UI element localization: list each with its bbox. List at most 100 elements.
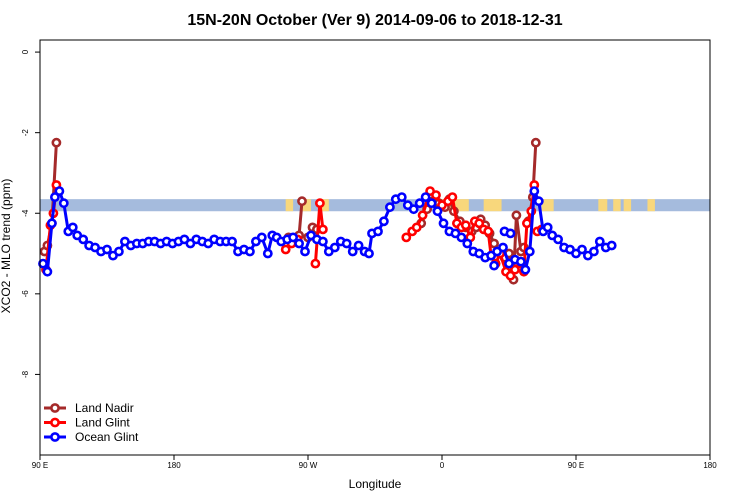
data-point [505,270,516,281]
data-point [317,224,328,235]
land-segment [598,199,608,212]
data-point [314,198,325,209]
data-point [411,222,422,233]
data-point [384,202,395,213]
data-point [294,238,304,249]
data-point [341,238,352,249]
land-segment [300,199,311,212]
x-tick-label: 90 W [299,461,318,470]
data-point [378,216,389,227]
data-point [51,137,62,148]
y-tick-label: -8 [21,370,30,378]
land-segment [623,199,632,212]
y-axis: 0 -2 -4 -6 -8 [21,49,40,378]
data-point [483,226,494,237]
legend-swatch-marker [50,403,60,413]
data-point [353,240,364,251]
data-point [58,198,69,209]
data-point [447,192,458,202]
series-layer [38,137,617,285]
legend-swatch-marker [50,432,60,442]
data-point [510,264,520,275]
data-point [589,246,599,257]
x-tick-label: 0 [440,461,445,470]
data-point [329,242,340,253]
data-point [408,204,419,215]
x-tick-label: 90 E [568,461,584,470]
data-point [280,244,291,255]
data-point [288,232,298,243]
data-point [553,234,563,245]
data-point [347,246,358,257]
legend-label: Ocean Glint [75,430,139,444]
data-point [50,192,60,202]
y-tick-label: -4 [21,209,30,217]
data-point [102,244,112,255]
data-point [414,198,425,209]
legend-label: Land Nadir [75,401,134,415]
data-point [114,246,124,257]
data-point [522,218,532,229]
data-point [577,244,587,255]
legend-entry: Land Nadir [44,401,134,415]
land-segment [613,199,621,212]
data-point [396,192,407,202]
data-point [420,192,431,202]
data-point [364,248,374,259]
legend-label: Land Glint [75,416,130,430]
data-point [520,264,531,275]
x-tick-label: 180 [167,461,181,470]
y-tick-label: 0 [21,49,30,54]
data-point [431,190,441,200]
data-point [401,232,412,243]
x-axis-label: Longitude [349,477,402,491]
data-point [542,222,553,233]
land-segment [647,199,655,212]
data-point [474,218,485,229]
data-point [54,186,65,196]
x-tick-label: 90 E [32,461,48,470]
data-point [432,206,443,217]
data-point [256,232,267,243]
data-point [244,246,255,257]
data-point [373,226,383,237]
data-point [530,137,541,148]
land-ocean-band [40,199,710,212]
data-point [38,258,48,269]
data-point [489,260,499,271]
data-point [262,248,273,259]
plot-frame [39,39,711,456]
data-point [42,266,53,277]
data-point [417,210,428,221]
data-point [310,258,321,269]
data-point [511,210,522,221]
ocean-band [40,199,710,212]
data-point [456,232,467,243]
data-point [227,236,237,247]
data-point [438,218,449,229]
data-point [78,234,89,245]
data-point [516,256,526,267]
data-point [606,240,617,251]
data-point [317,236,328,247]
data-point [594,236,605,247]
data-point [460,220,471,231]
land-segment [285,199,294,212]
data-point [426,198,437,209]
land-segment [483,199,502,212]
land-segment [541,199,554,212]
x-tick-label: 180 [703,461,717,470]
series-ocean-glint [38,186,617,277]
y-tick-label: -6 [21,290,30,298]
data-point [498,242,508,253]
data-point [47,218,57,229]
data-point [524,246,535,257]
x-axis: 90 E 180 90 W 0 90 E 180 [32,455,717,470]
data-point [529,186,540,196]
data-point [297,196,307,207]
y-tick-label: -2 [21,129,30,137]
data-point [462,238,473,249]
